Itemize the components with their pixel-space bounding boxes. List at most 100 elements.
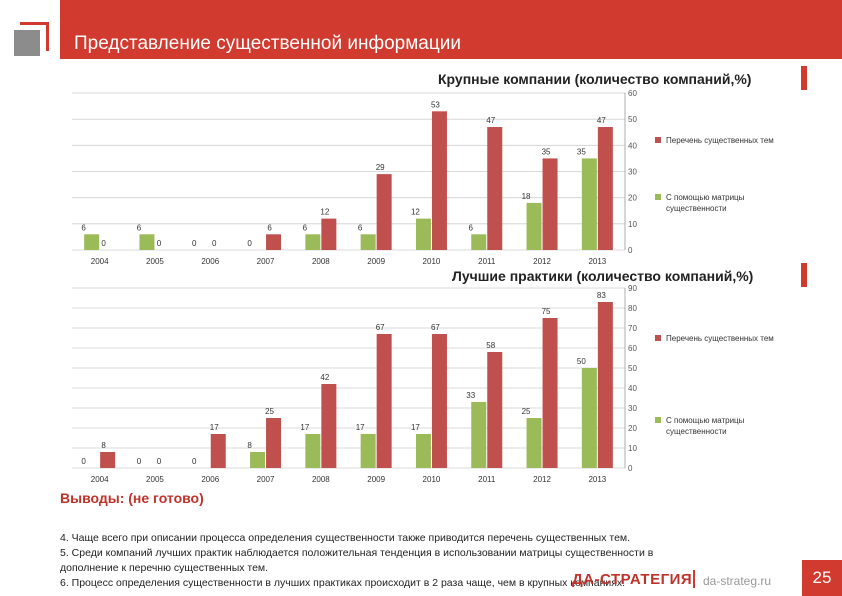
x-tick-label: 2008 (312, 475, 330, 484)
bar (266, 418, 282, 468)
data-label: 17 (356, 423, 365, 432)
x-tick-label: 2004 (91, 257, 109, 266)
data-label: 25 (522, 407, 531, 416)
data-label: 0 (101, 239, 106, 248)
data-label: 58 (486, 341, 495, 350)
x-tick-label: 2009 (367, 257, 385, 266)
data-label: 29 (376, 163, 385, 172)
data-label: 6 (358, 223, 363, 232)
data-label: 67 (431, 323, 440, 332)
bar (581, 368, 597, 468)
bar (542, 158, 558, 250)
page-title: Представление существенной информации (74, 33, 461, 54)
bar (84, 234, 100, 250)
bar (431, 334, 447, 468)
y-tick-label: 70 (628, 324, 637, 333)
conclusion-line: 6. Процесс определения существенности в … (60, 577, 626, 589)
data-label: 8 (247, 441, 252, 450)
bar (305, 234, 321, 250)
bar (415, 218, 431, 250)
y-tick-label: 20 (628, 194, 637, 203)
y-tick-label: 0 (628, 246, 633, 255)
bar (376, 174, 392, 250)
data-label: 25 (265, 407, 274, 416)
bar (526, 202, 542, 250)
data-label: 50 (577, 357, 586, 366)
x-tick-label: 2012 (533, 257, 551, 266)
data-label: 42 (320, 373, 329, 382)
data-label: 6 (469, 223, 474, 232)
data-label: 47 (597, 116, 606, 125)
x-tick-label: 2007 (257, 475, 275, 484)
bar (250, 452, 266, 468)
chart-2-title-accent (801, 263, 807, 287)
legend-label: Перечень существенных тем (666, 136, 774, 145)
x-tick-label: 2013 (588, 257, 606, 266)
legend-swatch (655, 194, 661, 200)
x-tick-label: 2009 (367, 475, 385, 484)
bar (487, 127, 503, 250)
y-tick-label: 40 (628, 141, 637, 150)
bar (376, 334, 392, 468)
page-number: 25 (802, 560, 842, 596)
bar (266, 234, 282, 250)
conclusion-line: 5. Среди компаний лучших практик наблюда… (60, 547, 654, 559)
legend-swatch (655, 417, 661, 423)
y-tick-label: 10 (628, 444, 637, 453)
x-tick-label: 2005 (146, 257, 164, 266)
y-tick-label: 10 (628, 220, 637, 229)
data-label: 0 (137, 457, 142, 466)
data-label: 83 (597, 291, 606, 300)
data-label: 33 (466, 391, 475, 400)
logo-corner-icon (20, 22, 49, 51)
y-tick-label: 80 (628, 304, 637, 313)
chart-1-title: Крупные компании (количество компаний,%) (438, 71, 752, 87)
data-label: 47 (486, 116, 495, 125)
bar (597, 127, 613, 250)
y-tick-label: 60 (628, 344, 637, 353)
y-tick-label: 40 (628, 384, 637, 393)
bar (321, 218, 337, 250)
bar (360, 434, 376, 468)
conclusion-line: 4. Чаще всего при описании процесса опре… (60, 532, 631, 544)
data-label: 8 (101, 441, 106, 450)
data-label: 0 (247, 239, 252, 248)
x-tick-label: 2013 (588, 475, 606, 484)
bar (542, 318, 558, 468)
x-tick-label: 2008 (312, 257, 330, 266)
data-label: 0 (192, 457, 197, 466)
data-label: 18 (522, 192, 531, 201)
bar (471, 402, 487, 468)
x-tick-label: 2010 (423, 475, 441, 484)
bar (415, 434, 431, 468)
legend-label: С помощью матрицы существенности (666, 193, 745, 213)
x-tick-label: 2004 (91, 475, 109, 484)
data-label: 67 (376, 323, 385, 332)
x-tick-label: 2005 (146, 475, 164, 484)
site-link[interactable]: da-strateg.ru (703, 574, 772, 588)
brand-divider (693, 570, 695, 588)
y-tick-label: 30 (628, 404, 637, 413)
data-label: 17 (300, 423, 309, 432)
bar (471, 234, 487, 250)
bar (487, 352, 503, 468)
y-tick-label: 60 (628, 89, 637, 98)
x-tick-label: 2011 (478, 257, 496, 266)
data-label: 0 (212, 239, 217, 248)
data-label: 35 (577, 147, 586, 156)
bar (139, 234, 155, 250)
data-label: 0 (81, 457, 86, 466)
data-label: 35 (542, 147, 551, 156)
header-bar: Представление существенной информации (60, 0, 842, 59)
bar (597, 302, 613, 468)
y-tick-label: 50 (628, 115, 637, 124)
y-tick-label: 0 (628, 464, 633, 473)
x-tick-label: 2010 (423, 257, 441, 266)
bar (581, 158, 597, 250)
conclusions-title: Выводы: (не готово) (60, 490, 204, 506)
bar (100, 452, 116, 468)
data-label: 12 (411, 208, 420, 217)
chart-2-title: Лучшие практики (количество компаний,%) (452, 268, 754, 284)
data-label: 75 (542, 307, 551, 316)
